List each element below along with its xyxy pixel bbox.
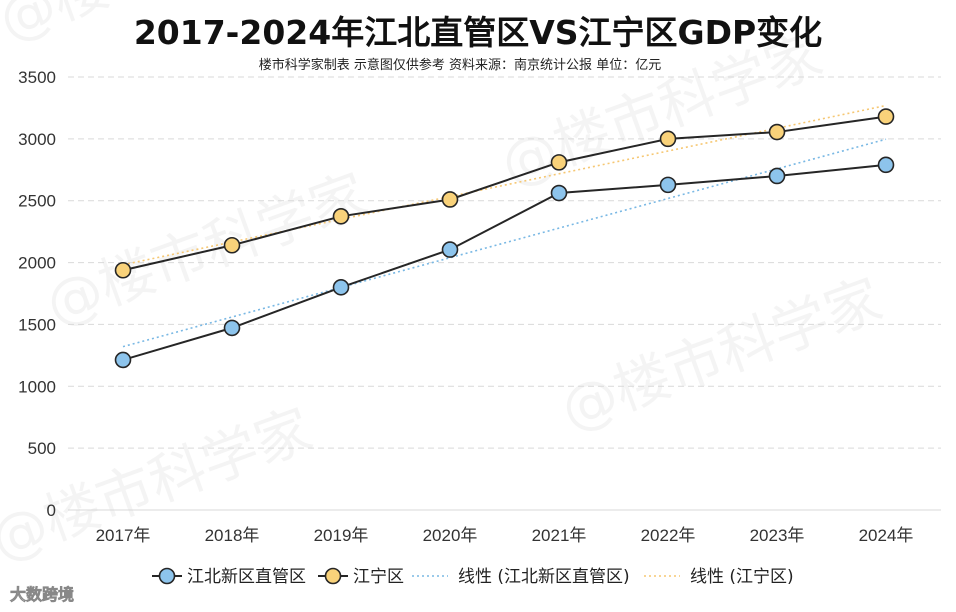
chart-subtitle: 楼市科学家制表 示意图仅供参考 资料来源：南京统计公报 单位：亿元: [259, 57, 661, 73]
trendlines: [122, 104, 887, 348]
legend-label: 江宁区: [353, 567, 404, 587]
y-tick-label: 1000: [18, 377, 56, 396]
data-point: [550, 184, 568, 202]
data-point: [114, 261, 132, 279]
data-point: [550, 154, 568, 171]
data-point: [768, 123, 786, 141]
series-line-1: [122, 115, 887, 272]
x-tick-label: 2024年: [859, 526, 914, 545]
legend-marker-swatch: [324, 567, 342, 585]
watermark-text-4: @楼市科学家: [0, 397, 321, 573]
x-tick-label: 2021年: [532, 526, 587, 545]
series-lines: [122, 115, 887, 361]
logo-text: 大数跨境: [10, 585, 74, 604]
y-tick-label: 1500: [18, 315, 56, 334]
legend-label: 线性 (江宁区): [690, 567, 794, 587]
series-line-0: [122, 163, 887, 361]
data-point: [114, 351, 132, 369]
data-point: [877, 108, 895, 125]
data-point: [332, 208, 350, 225]
data-markers: [114, 108, 895, 369]
x-tick-label: 2018年: [205, 526, 260, 545]
chart-title: 2017-2024年江北直管区VS江宁区GDP变化: [134, 13, 822, 52]
watermark: @楼市科学家@楼市科学家@楼市科学家@楼市科学家@楼市科学家: [0, 0, 891, 573]
x-tick-label: 2019年: [314, 526, 369, 545]
y-tick-label: 2500: [18, 192, 56, 211]
x-tick-label: 2020年: [423, 526, 478, 545]
data-point: [223, 319, 241, 337]
x-tick-label: 2017年: [96, 526, 151, 545]
y-tick-label: 500: [28, 439, 56, 458]
x-axis-ticks: 2017年 2018年 2019年 2020年 2021年 2022年 2023年 2024年: [96, 526, 914, 545]
data-point: [659, 176, 677, 194]
data-point: [223, 236, 241, 254]
data-point: [332, 279, 350, 296]
trendline-0: [122, 138, 887, 348]
logo-badge: 大数跨境: [10, 585, 75, 605]
data-point: [877, 156, 895, 174]
data-point: [441, 241, 459, 258]
legend-marker-swatch: [158, 567, 176, 585]
x-tick-label: 2023年: [750, 526, 805, 545]
legend-label: 江北新区直管区: [187, 567, 306, 587]
data-point: [441, 191, 459, 208]
y-tick-label: 0: [47, 501, 56, 520]
y-tick-label: 2000: [18, 254, 56, 273]
y-tick-label: 3000: [18, 130, 56, 149]
y-tick-label: 3500: [18, 68, 56, 87]
data-point: [659, 130, 677, 148]
gridlines: [68, 76, 941, 511]
legend: 江北新区直管区 江宁区 线性 (江北新区直管区) 线性 (江宁区): [152, 567, 794, 587]
legend-label: 线性 (江北新区直管区): [458, 567, 630, 587]
watermark-text-3: @楼市科学家: [553, 267, 891, 443]
data-point: [768, 167, 786, 185]
x-tick-label: 2022年: [641, 526, 696, 545]
y-axis-ticks: 0 500 1000 1500 2000 2500 3000 3500: [18, 68, 56, 520]
